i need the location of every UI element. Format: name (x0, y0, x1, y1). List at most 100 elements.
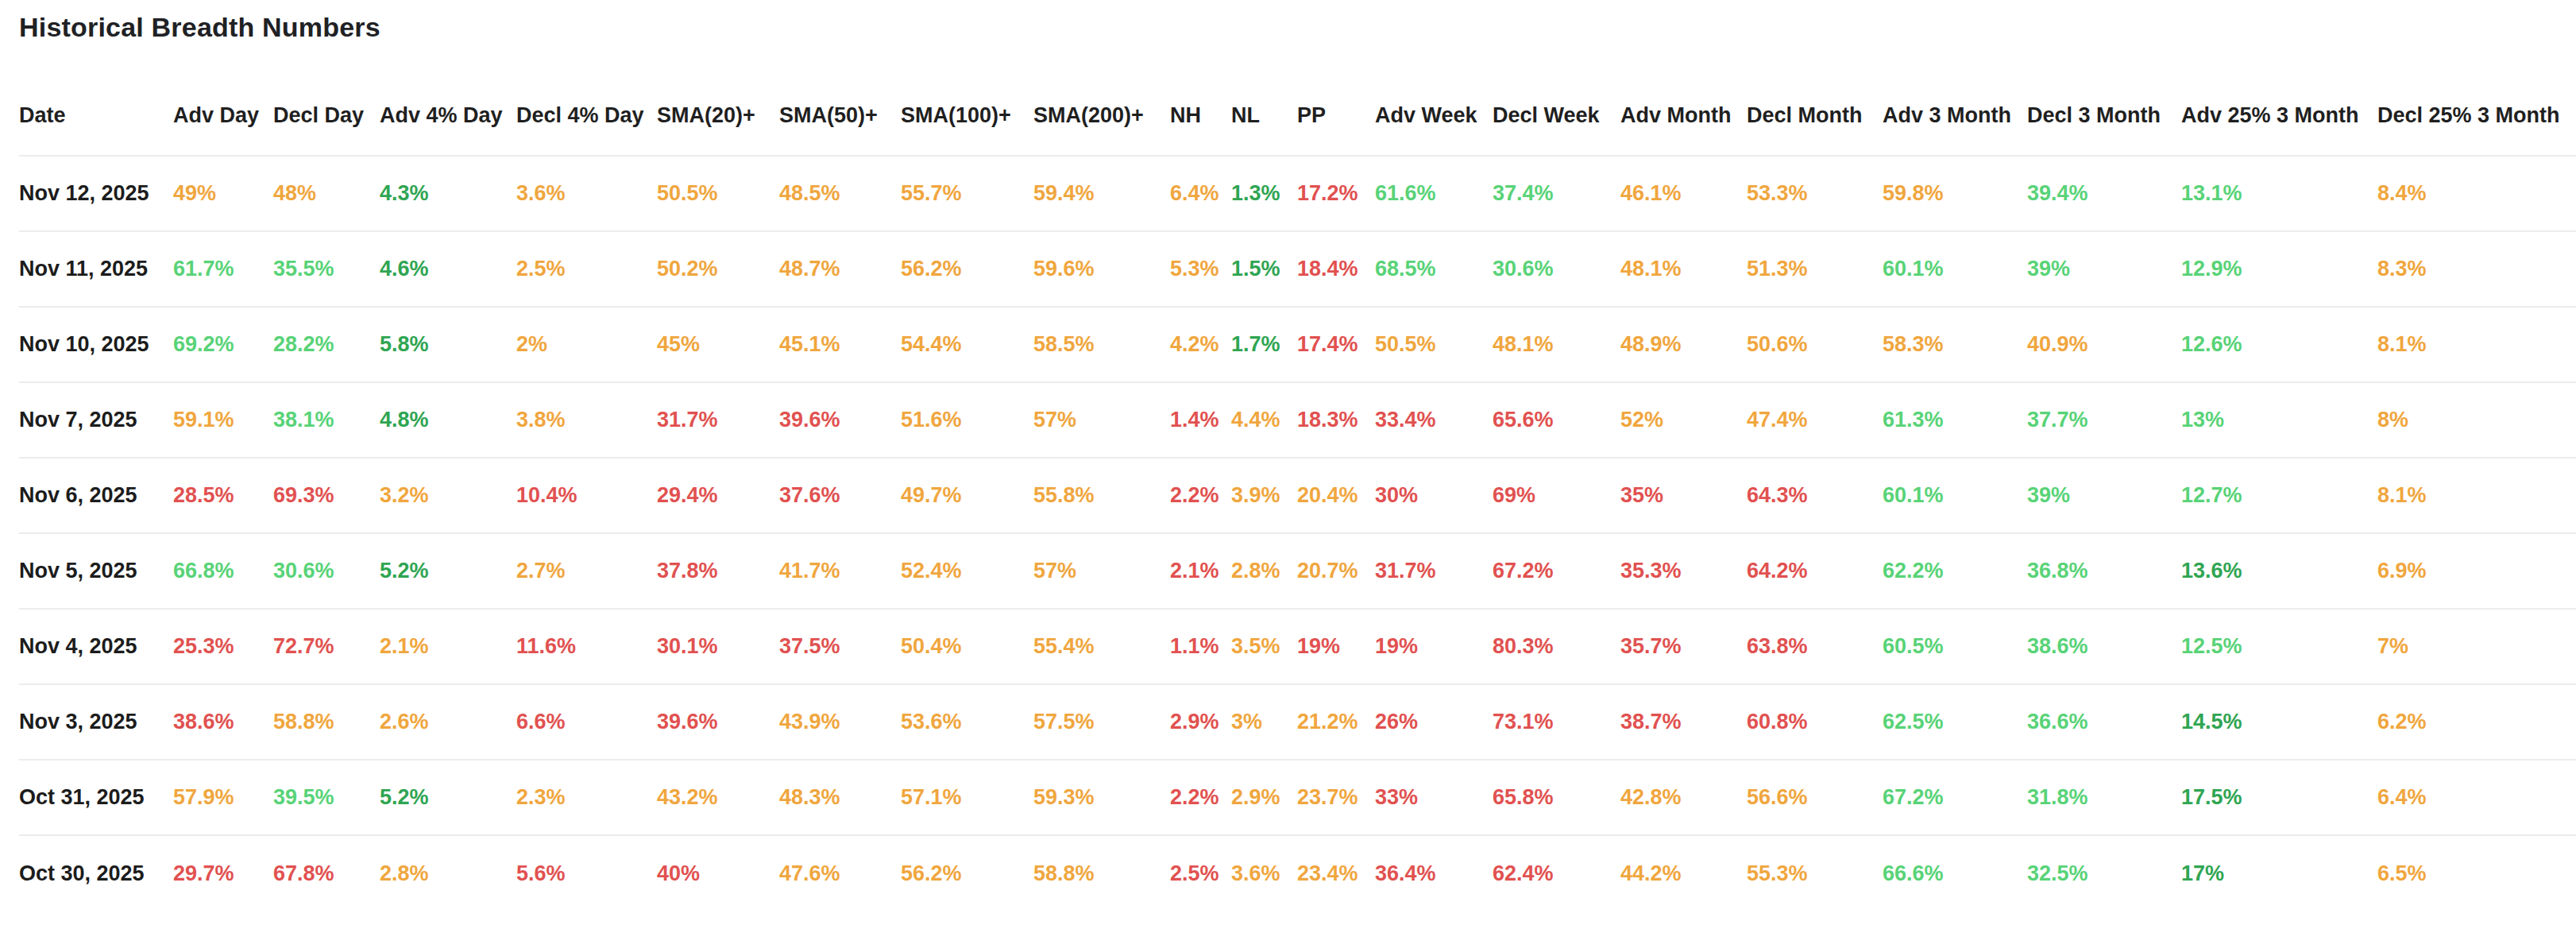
cell-nl: 4.4% (1231, 382, 1297, 458)
cell-adv_month: 42.8% (1620, 760, 1747, 835)
column-header-decl_4_day: Decl 4% Day (516, 44, 657, 156)
cell-adv_4_day: 3.2% (380, 458, 516, 533)
column-header-adv_day: Adv Day (173, 44, 273, 156)
cell-adv_3_month: 62.2% (1883, 533, 2027, 609)
cell-decl_4_day: 6.6% (516, 684, 657, 760)
date-cell: Nov 4, 2025 (19, 609, 173, 684)
cell-decl_month: 53.3% (1747, 156, 1883, 231)
cell-decl_month: 51.3% (1747, 231, 1883, 307)
cell-decl_25_3_month: 6.9% (2377, 533, 2576, 609)
cell-pp: 18.3% (1297, 382, 1375, 458)
column-header-adv_4_day: Adv 4% Day (380, 44, 516, 156)
cell-decl_week: 69% (1493, 458, 1620, 533)
cell-adv_4_day: 2.8% (380, 835, 516, 911)
cell-sma100: 56.2% (901, 231, 1033, 307)
cell-sma100: 52.4% (901, 533, 1033, 609)
cell-sma100: 55.7% (901, 156, 1033, 231)
cell-adv_25_3_month: 13% (2181, 382, 2377, 458)
cell-sma50: 48.5% (779, 156, 901, 231)
cell-nh: 5.3% (1170, 231, 1231, 307)
cell-pp: 23.7% (1297, 760, 1375, 835)
table-row: Nov 10, 202569.2%28.2%5.8%2%45%45.1%54.4… (19, 307, 2576, 382)
column-header-decl_day: Decl Day (273, 44, 380, 156)
cell-adv_4_day: 4.3% (380, 156, 516, 231)
cell-sma200: 57.5% (1033, 684, 1170, 760)
cell-decl_day: 67.8% (273, 835, 380, 911)
cell-decl_4_day: 3.8% (516, 382, 657, 458)
cell-adv_month: 46.1% (1620, 156, 1747, 231)
cell-decl_month: 64.2% (1747, 533, 1883, 609)
column-header-nh: NH (1170, 44, 1231, 156)
cell-sma100: 50.4% (901, 609, 1033, 684)
cell-adv_3_month: 62.5% (1883, 684, 2027, 760)
cell-nh: 2.2% (1170, 760, 1231, 835)
cell-adv_4_day: 2.1% (380, 609, 516, 684)
cell-decl_day: 69.3% (273, 458, 380, 533)
date-cell: Nov 7, 2025 (19, 382, 173, 458)
column-header-decl_week: Decl Week (1493, 44, 1620, 156)
cell-decl_25_3_month: 8% (2377, 382, 2576, 458)
cell-decl_day: 48% (273, 156, 380, 231)
cell-decl_25_3_month: 7% (2377, 609, 2576, 684)
cell-adv_25_3_month: 12.9% (2181, 231, 2377, 307)
cell-decl_3_month: 38.6% (2027, 609, 2181, 684)
cell-sma50: 39.6% (779, 382, 901, 458)
cell-sma50: 45.1% (779, 307, 901, 382)
cell-sma50: 48.7% (779, 231, 901, 307)
cell-adv_month: 38.7% (1620, 684, 1747, 760)
column-header-pp: PP (1297, 44, 1375, 156)
table-row: Nov 11, 202561.7%35.5%4.6%2.5%50.2%48.7%… (19, 231, 2576, 307)
cell-sma50: 47.6% (779, 835, 901, 911)
cell-pp: 17.2% (1297, 156, 1375, 231)
date-cell: Nov 11, 2025 (19, 231, 173, 307)
cell-nl: 1.7% (1231, 307, 1297, 382)
cell-adv_day: 59.1% (173, 382, 273, 458)
cell-adv_week: 50.5% (1375, 307, 1493, 382)
table-row: Nov 12, 202549%48%4.3%3.6%50.5%48.5%55.7… (19, 156, 2576, 231)
cell-adv_month: 35.7% (1620, 609, 1747, 684)
cell-decl_day: 72.7% (273, 609, 380, 684)
cell-pp: 20.4% (1297, 458, 1375, 533)
cell-pp: 21.2% (1297, 684, 1375, 760)
column-header-decl_month: Decl Month (1747, 44, 1883, 156)
cell-sma20: 37.8% (657, 533, 779, 609)
date-cell: Nov 12, 2025 (19, 156, 173, 231)
cell-sma200: 58.5% (1033, 307, 1170, 382)
table-row: Oct 31, 202557.9%39.5%5.2%2.3%43.2%48.3%… (19, 760, 2576, 835)
cell-nh: 2.1% (1170, 533, 1231, 609)
cell-decl_month: 56.6% (1747, 760, 1883, 835)
cell-sma100: 54.4% (901, 307, 1033, 382)
date-cell: Nov 6, 2025 (19, 458, 173, 533)
cell-adv_week: 61.6% (1375, 156, 1493, 231)
cell-decl_4_day: 2.5% (516, 231, 657, 307)
cell-adv_week: 30% (1375, 458, 1493, 533)
table-row: Nov 6, 202528.5%69.3%3.2%10.4%29.4%37.6%… (19, 458, 2576, 533)
cell-decl_week: 80.3% (1493, 609, 1620, 684)
cell-adv_week: 31.7% (1375, 533, 1493, 609)
cell-adv_week: 33.4% (1375, 382, 1493, 458)
cell-nl: 1.3% (1231, 156, 1297, 231)
cell-adv_25_3_month: 12.7% (2181, 458, 2377, 533)
column-header-decl_3_month: Decl 3 Month (2027, 44, 2181, 156)
cell-decl_month: 47.4% (1747, 382, 1883, 458)
table-header-row: DateAdv DayDecl DayAdv 4% DayDecl 4% Day… (19, 44, 2576, 156)
table-row: Nov 3, 202538.6%58.8%2.6%6.6%39.6%43.9%5… (19, 684, 2576, 760)
cell-adv_week: 36.4% (1375, 835, 1493, 911)
cell-pp: 19% (1297, 609, 1375, 684)
cell-decl_3_month: 39.4% (2027, 156, 2181, 231)
cell-decl_3_month: 31.8% (2027, 760, 2181, 835)
cell-sma50: 41.7% (779, 533, 901, 609)
cell-adv_4_day: 5.2% (380, 760, 516, 835)
cell-adv_3_month: 60.1% (1883, 458, 2027, 533)
cell-sma100: 51.6% (901, 382, 1033, 458)
cell-nh: 6.4% (1170, 156, 1231, 231)
cell-decl_3_month: 40.9% (2027, 307, 2181, 382)
date-cell: Nov 10, 2025 (19, 307, 173, 382)
cell-adv_3_month: 61.3% (1883, 382, 2027, 458)
cell-sma200: 57% (1033, 533, 1170, 609)
cell-sma20: 50.2% (657, 231, 779, 307)
table-row: Nov 5, 202566.8%30.6%5.2%2.7%37.8%41.7%5… (19, 533, 2576, 609)
cell-adv_month: 35% (1620, 458, 1747, 533)
cell-nh: 4.2% (1170, 307, 1231, 382)
historical-breadth-page: Historical Breadth Numbers DateAdv DayDe… (0, 11, 2576, 911)
